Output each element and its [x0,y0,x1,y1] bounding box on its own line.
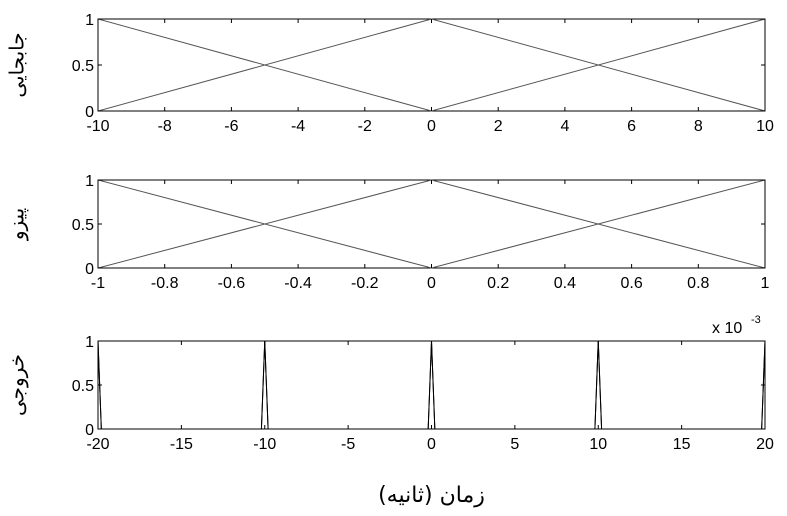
series-line [98,18,765,112]
series-group [98,18,765,112]
x-tick-label: 4 [560,118,569,135]
axes-box [97,18,766,112]
x-tick-label: 1 [761,275,770,292]
x-tick-label: 0 [427,118,436,135]
y-tick-label: 1 [85,173,94,190]
x-tick-label: 20 [756,436,774,453]
series-line [761,340,765,430]
series-group [98,340,765,430]
x-tick-label: 0.4 [554,275,576,292]
y-tick-label: 0 [85,422,94,439]
x-tick-label: 10 [589,436,607,453]
series-line [98,179,765,269]
y-axis-label: جابجایی [5,32,29,97]
x-tick-label: 0.8 [687,275,709,292]
x-tick-label: -8 [158,118,172,135]
x-tick-label: -10 [253,436,276,453]
x-tick-label: -4 [291,118,305,135]
x-tick-label: 5 [510,436,519,453]
panel-piezo: -1 -0.8 -0.6 -0.4 -0.2 0 0.2 0.4 0.6 0.8 1 0 0.5 1 پیز… [5,173,770,292]
series-line [260,340,269,430]
y-axis-label: پیزو [5,208,30,241]
x-tick-label: 8 [694,118,703,135]
x-tick-label: 0 [427,275,436,292]
x-tick-label: -0.8 [151,275,179,292]
series-line [594,340,603,430]
series-line [427,340,436,430]
x-tick-label: -1 [91,275,105,292]
y-tick-label: 0.5 [72,217,94,234]
y-tick-label: 0.5 [72,58,94,75]
series-line [98,340,102,430]
x-tick-label: -20 [86,436,109,453]
axis-exponent-label: x 10 [712,320,742,337]
series-group [98,179,765,269]
axis-exponent-power: -3 [751,314,761,326]
series-line [98,179,765,269]
y-tick-label: 0 [85,104,94,121]
x-tick-label: 2 [494,118,503,135]
x-tick-label: -10 [86,118,109,135]
y-tick-label: 1 [85,12,94,29]
x-tick-label: 6 [627,118,636,135]
x-tick-label: -2 [358,118,372,135]
axes-box [97,179,766,269]
y-tick-label: 0 [85,261,94,278]
panel-output: -20 -15 -10 -5 0 5 10 15 20 0 0.5 1 خروجی x 10 -3 زمان … [5,314,775,508]
series-line [98,18,765,112]
x-tick-label: 0.6 [620,275,642,292]
x-tick-label: -0.4 [284,275,312,292]
x-tick-label: -0.6 [218,275,246,292]
y-tick-label: 0.5 [72,378,94,395]
x-tick-label: -6 [224,118,238,135]
x-tick-label: 15 [673,436,691,453]
x-tick-label: -5 [341,436,355,453]
y-tick-label: 1 [85,334,94,351]
x-axis-label: زمان (ثانیه) [378,483,485,508]
x-tick-label: 10 [756,118,774,135]
x-tick-label: -15 [170,436,193,453]
x-tick-label: -0.2 [351,275,379,292]
y-axis-label: خروجی [5,354,29,416]
x-tick-label: 0 [427,436,436,453]
panel-displacement: -10 -8 -6 -4 -2 0 2 4 6 8 10 0 0.5 1 جابجایی [5,12,775,135]
x-tick-label: 0.2 [487,275,509,292]
